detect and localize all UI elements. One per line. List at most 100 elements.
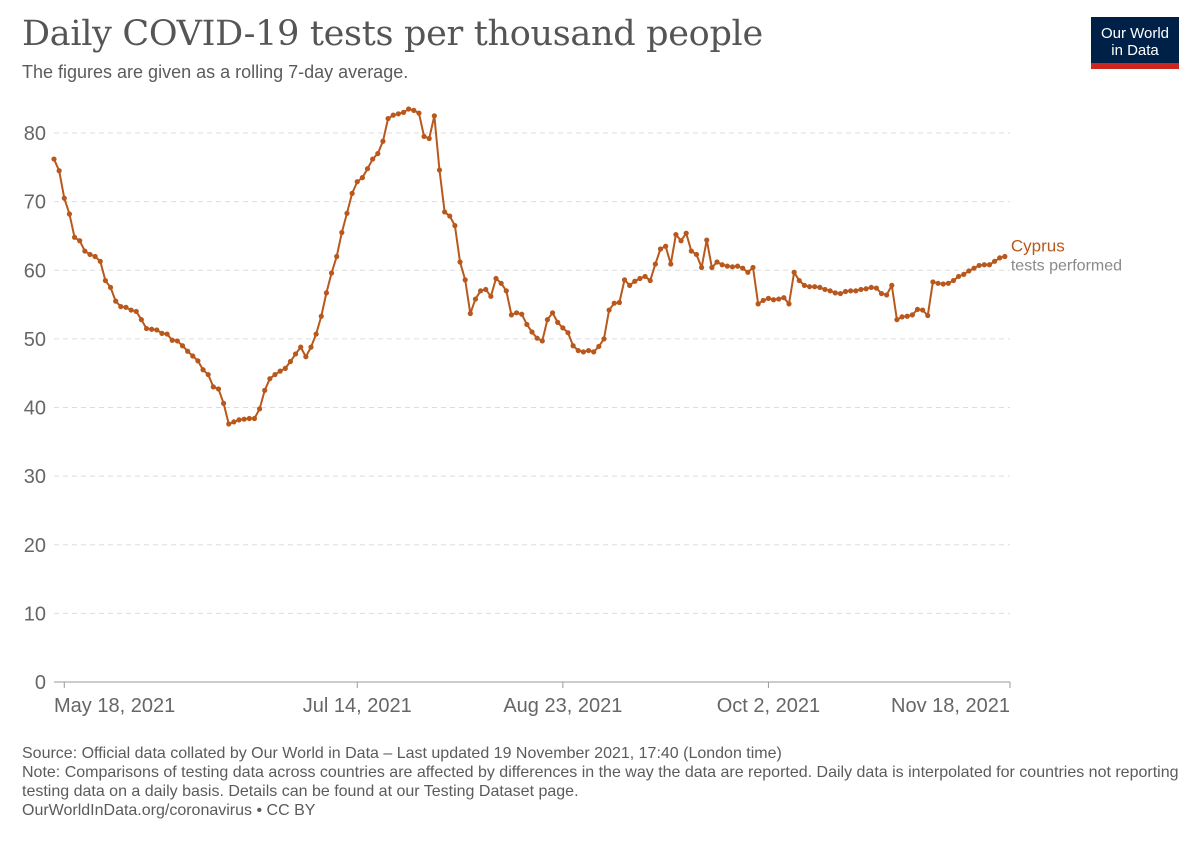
data-point xyxy=(503,288,509,294)
data-point xyxy=(909,312,915,318)
data-point xyxy=(894,317,900,323)
data-point xyxy=(205,371,211,378)
data-point xyxy=(770,297,777,303)
data-point xyxy=(611,300,617,306)
data-point xyxy=(71,234,78,240)
data-point xyxy=(806,284,813,290)
data-point xyxy=(262,387,268,393)
data-point xyxy=(169,337,175,343)
data-point xyxy=(971,265,977,271)
data-point xyxy=(467,310,473,317)
data-point xyxy=(920,307,926,313)
data-point xyxy=(601,336,607,342)
data-point xyxy=(416,110,422,116)
x-tick-label: Oct 2, 2021 xyxy=(717,695,820,717)
x-tick-label: Nov 18, 2021 xyxy=(891,695,1010,717)
data-point xyxy=(930,279,936,285)
data-point xyxy=(267,376,273,382)
x-axis: May 18, 2021 Jul 14, 2021 Aug 23, 2021 Oct … xyxy=(54,681,1011,717)
data-point xyxy=(801,282,808,288)
footer: Source: Official data collated by Our Wo… xyxy=(22,744,1182,820)
data-point xyxy=(344,210,350,216)
data-point xyxy=(442,209,448,215)
data-point xyxy=(832,290,838,296)
data-point xyxy=(940,281,946,287)
footer-url[interactable]: OurWorldInData.org/coronavirus • CC BY xyxy=(22,802,316,819)
methodology-note: Note: Comparisons of testing data across… xyxy=(22,764,1179,800)
data-point xyxy=(539,338,545,344)
data-point xyxy=(606,307,612,313)
data-point xyxy=(688,248,694,254)
data-point xyxy=(585,347,592,354)
data-point xyxy=(925,312,931,319)
data-point xyxy=(997,255,1003,261)
data-point xyxy=(447,213,453,219)
data-point xyxy=(668,261,674,267)
data-point xyxy=(390,112,396,118)
data-point xyxy=(159,330,165,336)
y-axis-ticks: 0 10 20 30 40 50 60 70 80 xyxy=(24,123,46,694)
data-point xyxy=(113,298,119,304)
data-point xyxy=(699,264,705,271)
data-point xyxy=(107,284,114,291)
data-point xyxy=(251,415,258,422)
data-point xyxy=(426,135,432,142)
data-point xyxy=(143,325,150,332)
data-point xyxy=(858,286,864,293)
data-point xyxy=(544,317,551,323)
data-point xyxy=(292,351,299,357)
data-point xyxy=(66,211,73,217)
data-point xyxy=(457,259,463,265)
data-point xyxy=(781,295,787,301)
data-point xyxy=(462,277,468,283)
data-point xyxy=(863,286,869,292)
data-point xyxy=(452,223,458,229)
data-point xyxy=(837,290,843,297)
data-point xyxy=(935,280,941,286)
data-point xyxy=(791,269,797,275)
data-point xyxy=(817,284,823,291)
source-note: Source: Official data collated by Our Wo… xyxy=(22,745,782,762)
data-point xyxy=(961,271,967,277)
data-point xyxy=(621,277,628,283)
data-point xyxy=(328,270,335,276)
data-point xyxy=(179,343,186,349)
data-point xyxy=(950,277,957,284)
data-point xyxy=(652,261,658,267)
data-point xyxy=(195,358,201,364)
logo-red-bar xyxy=(1091,63,1179,69)
data-point xyxy=(1002,253,1008,260)
data-point xyxy=(549,310,556,316)
data-point xyxy=(729,264,736,270)
y-tick-label: 40 xyxy=(24,398,46,420)
data-point xyxy=(853,288,859,294)
data-point xyxy=(395,111,401,117)
data-point xyxy=(190,353,196,359)
data-point xyxy=(82,248,88,254)
data-point xyxy=(673,231,679,238)
legend-sublabel: tests performed xyxy=(1011,258,1122,275)
data-point xyxy=(488,293,494,299)
data-point xyxy=(842,288,849,295)
data-point xyxy=(174,338,180,344)
series-layer xyxy=(51,106,1008,427)
data-point xyxy=(246,415,252,422)
data-point xyxy=(375,150,381,157)
data-point xyxy=(724,263,730,269)
data-point xyxy=(657,246,664,252)
data-point xyxy=(663,243,669,249)
data-point xyxy=(478,288,484,294)
owid-logo[interactable]: Our World in Data xyxy=(1091,17,1179,69)
data-point xyxy=(642,273,648,280)
data-point xyxy=(637,275,643,282)
data-point xyxy=(149,326,155,332)
data-point xyxy=(570,343,576,349)
y-tick-label: 10 xyxy=(24,603,46,625)
data-point xyxy=(884,292,890,298)
data-point xyxy=(529,329,535,335)
data-point xyxy=(102,277,108,284)
data-point xyxy=(303,354,309,360)
data-point xyxy=(591,349,597,355)
data-point xyxy=(873,285,879,291)
data-point xyxy=(133,308,139,315)
